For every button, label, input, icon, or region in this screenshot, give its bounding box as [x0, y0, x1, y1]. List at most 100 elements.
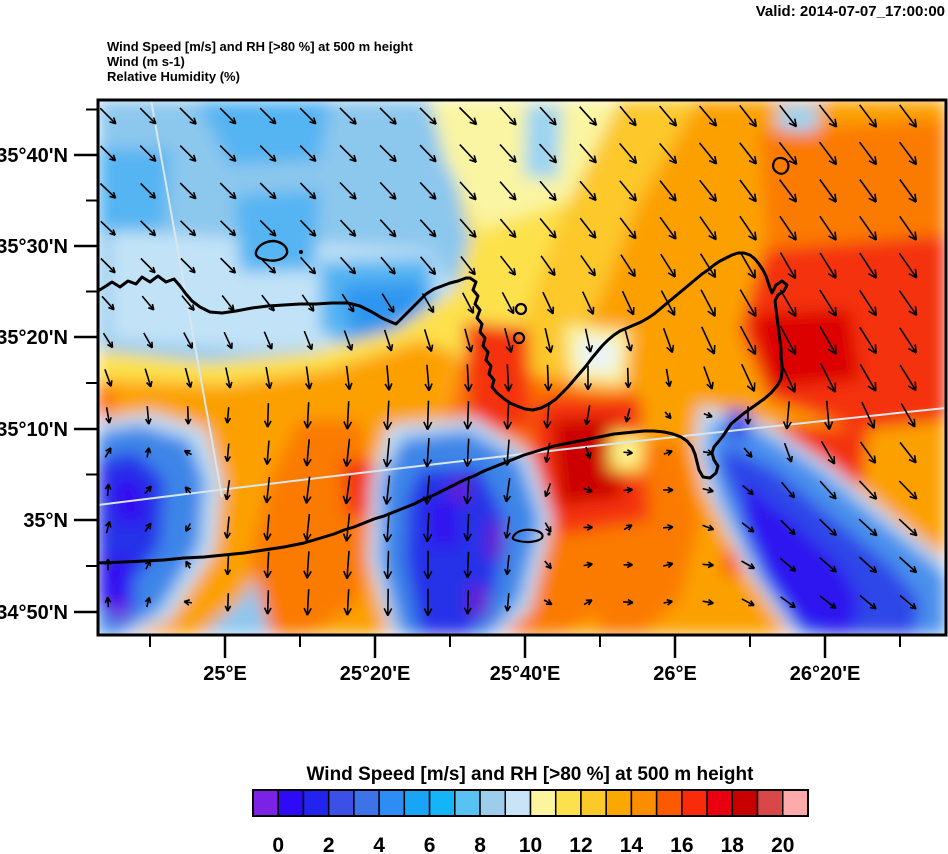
islet-dot-2 — [547, 532, 551, 536]
wind-arrow — [898, 290, 918, 317]
wind-arrow — [583, 599, 593, 606]
wind-arrow — [259, 107, 277, 125]
wind-arrow — [104, 447, 112, 458]
wind-arrow — [183, 332, 193, 349]
colorbar-tick-label: 16 — [670, 834, 693, 854]
wind-arrow — [739, 142, 758, 165]
wind-arrow — [382, 400, 393, 431]
wind-arrow — [741, 560, 756, 570]
wind-arrow — [185, 560, 192, 569]
wind-arrow — [698, 105, 718, 127]
wind-arrow — [339, 107, 357, 125]
wind-arrow — [379, 144, 397, 163]
wind-arrow — [858, 104, 878, 128]
wind-arrow — [503, 401, 513, 430]
wind-speed-shading — [98, 100, 946, 635]
colorbar-cell — [630, 789, 658, 817]
wind-arrow — [504, 328, 514, 354]
colorbar-tick-label: 4 — [373, 834, 385, 854]
wind-arrow — [739, 179, 757, 203]
wind-arrow — [424, 364, 433, 392]
wind-arrow — [583, 523, 593, 531]
wind-arrow — [583, 405, 591, 426]
wind-arrow — [544, 328, 554, 354]
wind-arrow — [542, 291, 555, 315]
wind-arrow — [343, 330, 354, 351]
wind-arrow — [544, 560, 552, 570]
wind-arrow — [143, 332, 154, 349]
wind-arrow — [99, 107, 117, 125]
wind-arrow — [299, 219, 317, 237]
colorbar-cell — [782, 789, 809, 817]
wind-arrow — [461, 292, 475, 314]
wind-arrow — [343, 589, 352, 616]
wind-arrow — [858, 518, 878, 537]
wind-arrow — [220, 257, 237, 274]
wind-arrow — [382, 512, 393, 543]
colorbar-tick-label: 12 — [569, 834, 592, 854]
lon-tick-label: 26°E — [653, 663, 697, 685]
wind-arrow — [179, 107, 197, 125]
wind-arrow — [423, 329, 434, 352]
wind-arrow — [183, 449, 192, 457]
wind-arrow — [659, 216, 677, 240]
wind-arrow — [780, 596, 797, 609]
wind-arrow — [419, 181, 437, 200]
graticule-meridian — [150, 100, 223, 498]
wind-arrow — [219, 107, 237, 125]
wind-arrow — [583, 365, 593, 391]
lon-tick-label: 26°20'E — [790, 663, 861, 685]
wind-arrow — [184, 486, 192, 494]
wind-arrow — [224, 554, 232, 576]
map-canvas — [98, 100, 946, 635]
wind-arrow — [144, 559, 152, 570]
lon-tick-label: 25°40'E — [490, 663, 561, 685]
wind-arrow — [265, 366, 273, 390]
colorbar-cell — [756, 789, 784, 817]
wind-arrow — [179, 182, 197, 200]
wind-arrow — [619, 105, 637, 127]
wind-arrow — [144, 485, 152, 495]
colorbar-tick-label: 0 — [272, 834, 284, 854]
wind-arrow — [501, 292, 515, 315]
map-title-line2: Wind (m s-1) — [107, 54, 185, 69]
wind-arrow — [778, 141, 798, 166]
colorbar-cell — [681, 789, 708, 817]
wind-arrow — [422, 438, 433, 468]
wind-arrow — [100, 145, 117, 162]
wind-arrow — [819, 215, 837, 241]
wind-arrow — [224, 593, 232, 612]
colorbar-tick-label: 14 — [620, 834, 644, 854]
wind-arrow — [263, 477, 272, 504]
wind-arrow — [898, 141, 918, 166]
wind-arrow — [499, 181, 517, 201]
wind-arrow — [861, 401, 876, 429]
lat-tick-label: 35°N — [23, 510, 68, 532]
lat-tick-label: 34°50'N — [0, 602, 68, 624]
wind-arrow — [463, 513, 472, 542]
colorbar-cell — [252, 789, 279, 817]
wind-arrow — [460, 256, 476, 276]
wind-arrow — [458, 106, 478, 126]
wind-arrow — [779, 252, 797, 280]
wind-arrow — [544, 522, 552, 533]
map-title-line1: Wind Speed [m/s] and RH [>80 %] at 500 m… — [107, 39, 413, 54]
wind-arrow — [698, 142, 718, 165]
wind-arrow — [104, 483, 112, 497]
wind-arrow — [899, 441, 917, 464]
wind-arrow — [221, 295, 235, 312]
colorbar-border — [252, 789, 809, 817]
wind-arrow — [421, 293, 435, 314]
valid-time-label: Valid: 2014-07-07_17:00:00 — [756, 3, 945, 20]
wind-arrow — [779, 104, 798, 128]
wind-arrow — [104, 521, 112, 534]
wind-arrow — [539, 106, 557, 126]
wind-arrow — [339, 181, 357, 200]
islet-dot — [299, 250, 303, 254]
wind-arrow — [623, 449, 633, 456]
wind-arrow — [224, 443, 232, 463]
wind-arrow — [621, 290, 635, 316]
wind-arrow — [139, 107, 157, 125]
wind-arrow — [783, 442, 793, 463]
colorbar-tick-label: 10 — [519, 834, 542, 854]
